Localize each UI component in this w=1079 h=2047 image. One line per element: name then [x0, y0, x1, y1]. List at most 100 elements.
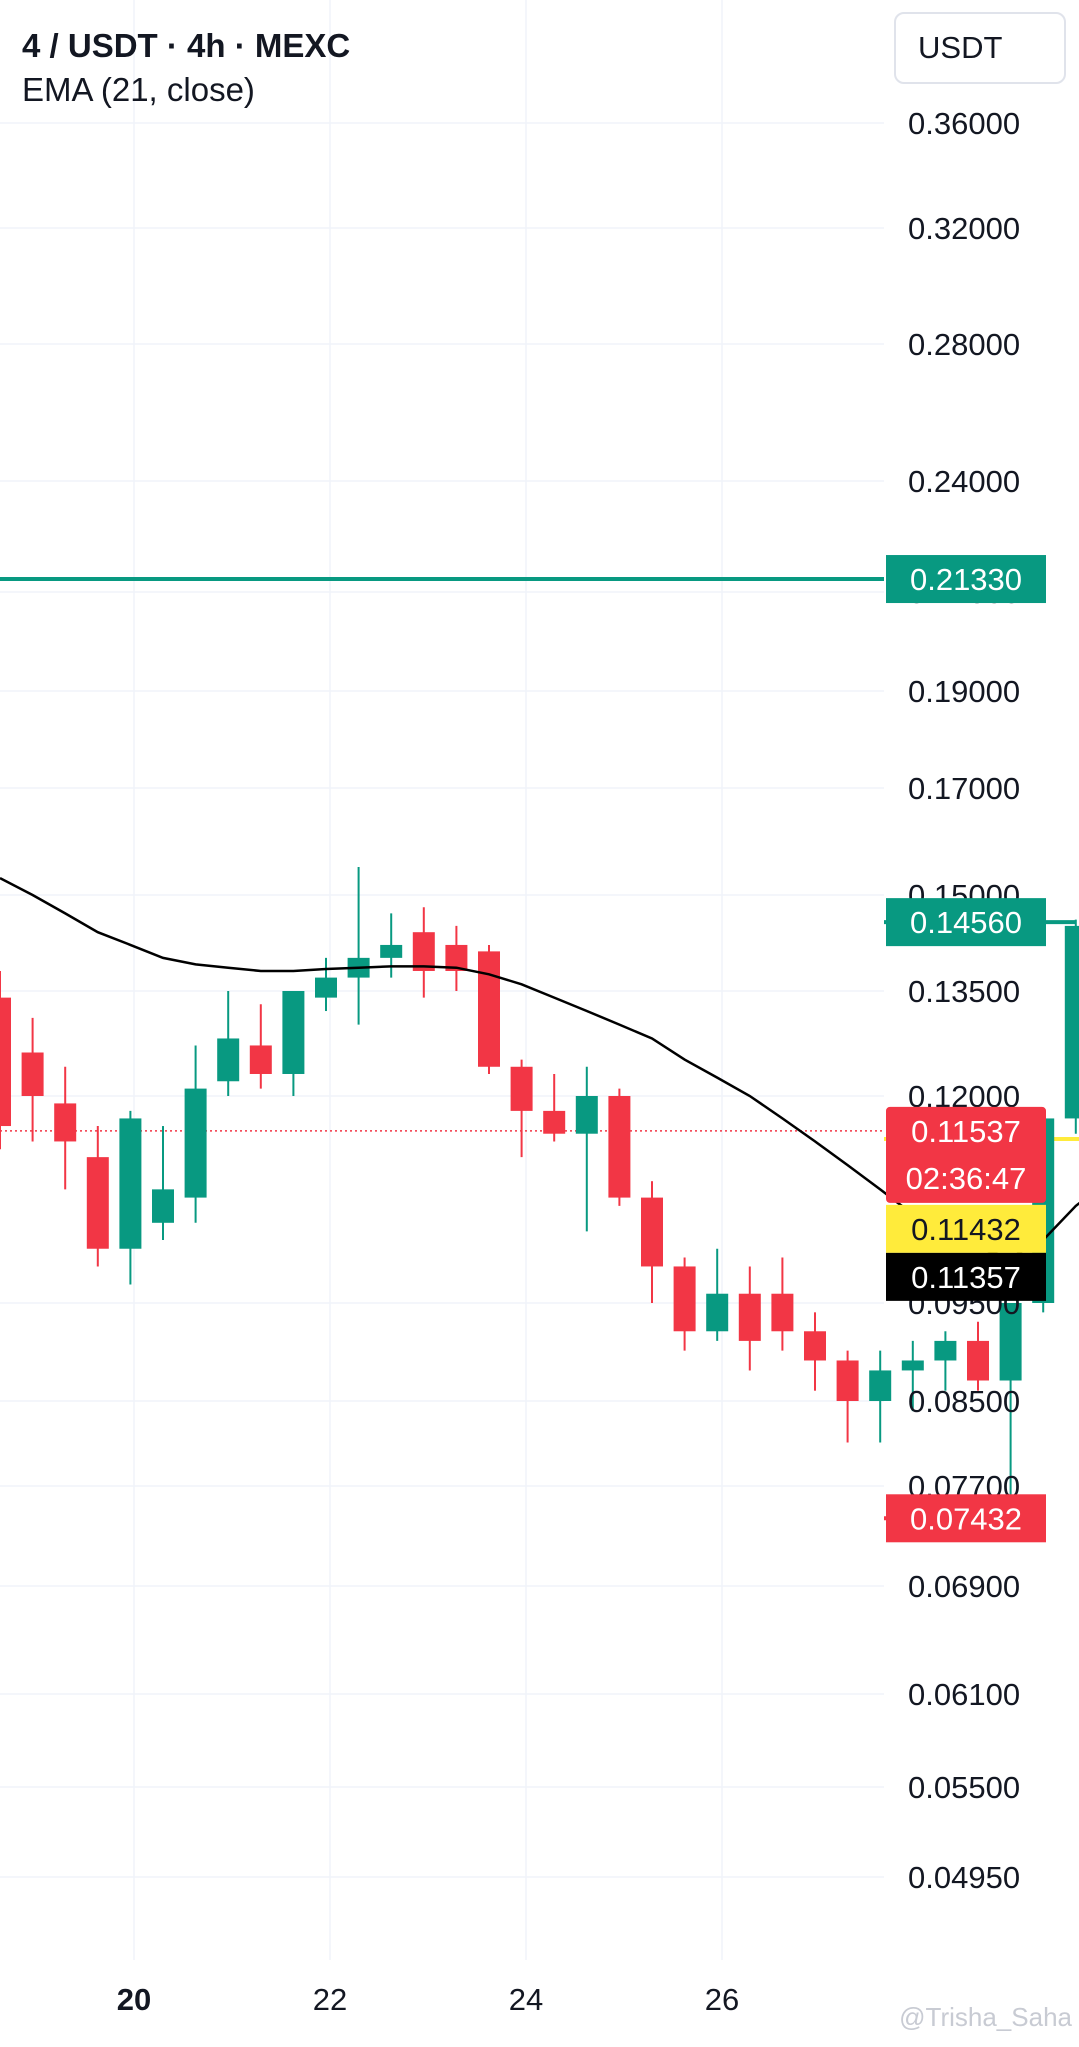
candle-body — [478, 951, 500, 1067]
high-price-label: 0.14560 — [910, 905, 1022, 940]
candle-body — [282, 991, 305, 1074]
candle-body — [706, 1293, 729, 1332]
price-tick-label: 0.13500 — [908, 974, 1020, 1009]
candle — [21, 1017, 44, 1142]
candle — [706, 1248, 729, 1341]
candle — [934, 1331, 957, 1391]
candle-body — [217, 1038, 240, 1082]
resistance-price-label: 0.21330 — [910, 562, 1022, 597]
candle-body — [1064, 925, 1079, 1119]
candle-body — [380, 944, 403, 958]
candle — [478, 944, 500, 1074]
candle-body — [54, 1103, 77, 1142]
symbol-title[interactable]: 4 / USDT · 4h · MEXC — [22, 27, 351, 64]
candle-body — [771, 1293, 794, 1332]
candle — [738, 1266, 761, 1371]
indicator-legend[interactable]: EMA (21, close) — [22, 71, 255, 108]
candle-body — [412, 932, 435, 971]
candle — [282, 991, 305, 1096]
candle-body — [445, 944, 468, 971]
candle-body — [901, 1360, 924, 1371]
candle-body — [967, 1340, 989, 1381]
candle — [771, 1257, 794, 1351]
last-price-bg — [886, 1106, 1046, 1203]
candle-body — [869, 1370, 892, 1401]
candle — [967, 1321, 989, 1391]
candle — [217, 991, 240, 1096]
price-tick-label: 0.28000 — [908, 327, 1020, 362]
candle-body — [999, 1303, 1022, 1381]
countdown-label: 02:36:47 — [906, 1161, 1027, 1196]
candle — [901, 1340, 924, 1412]
low-price-label: 0.07432 — [910, 1501, 1022, 1536]
price-tick-label: 0.06100 — [908, 1677, 1020, 1712]
price-axis: 0.360000.320000.280000.240000.210000.190… — [908, 106, 1020, 1895]
candle — [86, 1126, 109, 1267]
candle — [641, 1181, 663, 1303]
candle — [999, 1303, 1022, 1519]
candle-body — [804, 1331, 826, 1361]
candle — [0, 970, 11, 1150]
candle — [804, 1312, 826, 1391]
price-tick-label: 0.05500 — [908, 1770, 1020, 1805]
candle — [412, 907, 435, 998]
candle — [673, 1257, 696, 1351]
watermark: @Trisha_Saha — [899, 2002, 1072, 2032]
last-price-label: 0.11537 — [911, 1114, 1021, 1149]
price-levels — [0, 577, 1079, 1521]
currency-button[interactable]: USDT — [894, 12, 1066, 84]
candle — [152, 1126, 174, 1241]
candle-body — [510, 1066, 533, 1111]
low-price-label-bg — [886, 1494, 1046, 1543]
candle-body — [21, 1052, 44, 1096]
candle-body — [119, 1118, 142, 1249]
time-tick-label: 22 — [313, 1982, 347, 2017]
price-labels: 0.21330 0.14560 0.07432 0.11537 02:36:47 0.11… — [886, 555, 1046, 1543]
price-tick-label: 0.32000 — [908, 211, 1020, 246]
candle — [543, 1073, 566, 1142]
candle-body — [152, 1189, 174, 1223]
price-tick-label: 0.17000 — [908, 771, 1020, 806]
candle — [869, 1350, 892, 1443]
price-tick-label: 0.19000 — [908, 674, 1020, 709]
candles — [0, 866, 1079, 1519]
yellow-level-label: 0.11432 — [911, 1212, 1021, 1247]
chart-header: 4 / USDT · 4h · MEXC EMA (21, close) — [22, 24, 350, 112]
ema-value-label: 0.11357 — [911, 1260, 1021, 1295]
candle-body — [673, 1266, 696, 1332]
candle-body — [738, 1293, 761, 1341]
price-tick-label: 0.04950 — [908, 1860, 1020, 1895]
candle — [608, 1088, 631, 1206]
resistance-price-label-bg — [886, 555, 1046, 604]
grid-lines — [0, 0, 884, 1960]
candle-body — [249, 1045, 272, 1074]
candle-body — [836, 1360, 859, 1401]
price-tick-label: 0.08500 — [908, 1384, 1020, 1419]
price-tick-label: 0.36000 — [908, 106, 1020, 141]
candle-body — [86, 1157, 109, 1249]
time-tick-label: 24 — [509, 1982, 543, 2017]
candle-body — [0, 997, 11, 1127]
candle — [1064, 919, 1079, 1134]
price-tick-label: 0.24000 — [908, 464, 1020, 499]
candle-body — [641, 1197, 663, 1267]
time-axis: 20 22 24 26 — [117, 1982, 739, 2017]
candle-body — [608, 1096, 631, 1198]
watermark-text: @Trisha_Saha — [899, 2002, 1072, 2032]
candle — [380, 913, 403, 978]
candle — [249, 1004, 272, 1089]
time-tick-label: 20 — [117, 1982, 151, 2017]
candle — [315, 957, 337, 1012]
high-price-label-bg — [886, 898, 1046, 947]
candle-body — [315, 977, 337, 998]
candle — [54, 1066, 77, 1190]
candle — [184, 1045, 207, 1223]
candle — [347, 866, 370, 1025]
candle-body — [184, 1088, 207, 1198]
ema-value-label-bg — [886, 1252, 1046, 1301]
yellow-level-label-bg — [886, 1204, 1046, 1253]
candle — [836, 1350, 859, 1443]
candle — [575, 1066, 598, 1232]
